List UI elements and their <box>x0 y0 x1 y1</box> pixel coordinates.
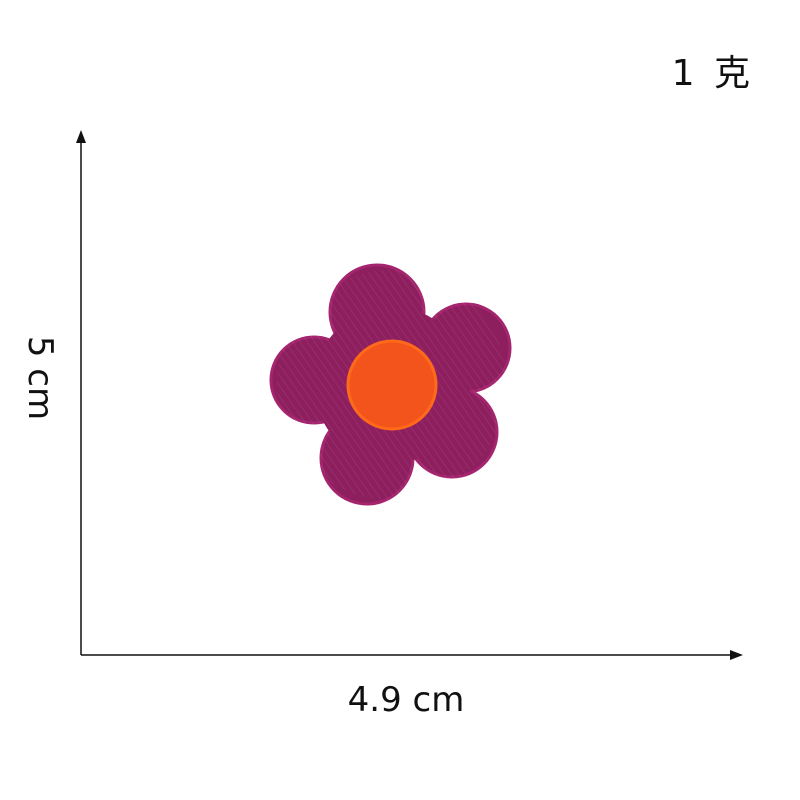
flower-patch-image <box>269 263 512 506</box>
width-dimension-label: 4.9 cm <box>347 680 465 720</box>
height-dimension-label: 5 cm <box>20 335 60 421</box>
flower-center <box>346 339 438 431</box>
height-axis-arrow-icon <box>76 130 86 143</box>
weight-label: 1 克 <box>671 53 754 94</box>
width-axis-arrow-icon <box>730 650 743 660</box>
